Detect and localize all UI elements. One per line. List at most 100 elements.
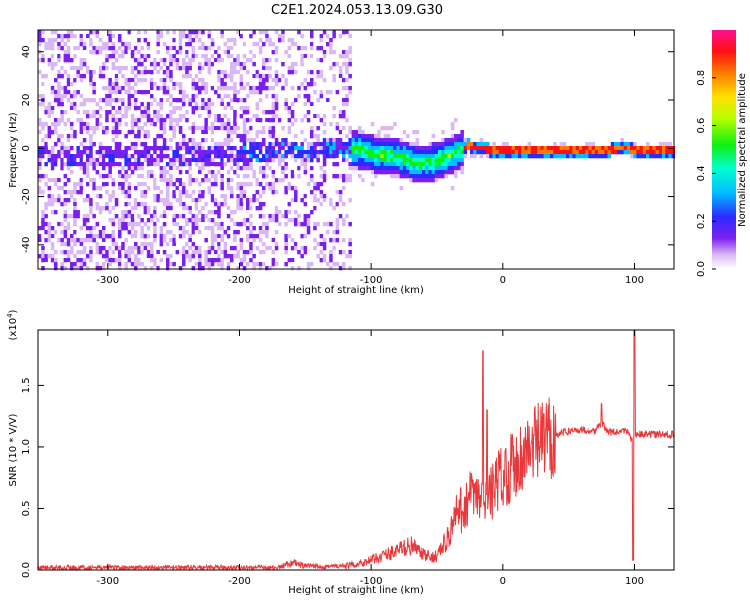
heatmap-cell: [198, 142, 202, 147]
heatmap-cell: [444, 138, 448, 143]
heatmap-cell: [409, 178, 413, 183]
heatmap-cell: [108, 158, 112, 163]
heatmap-cell: [102, 246, 106, 251]
heatmap-cell: [252, 194, 256, 199]
heatmap-cell: [287, 218, 292, 223]
heatmap-cell: [108, 30, 112, 35]
heatmap-cell: [60, 142, 64, 147]
heatmap-cell: [377, 142, 381, 147]
heatmap-cell: [236, 254, 240, 259]
heatmap-cell: [230, 222, 234, 227]
heatmap-cell: [364, 150, 368, 155]
heatmap-cell: [140, 150, 144, 155]
heatmap-cell: [108, 262, 112, 267]
heatmap-cell: [210, 246, 215, 251]
heatmap-cell: [316, 134, 320, 139]
heatmap-cell: [220, 238, 224, 243]
heatmap-cell: [153, 222, 157, 227]
heatmap-cell: [249, 230, 253, 235]
heatmap-cell: [118, 110, 122, 115]
heatmap-cell: [182, 158, 186, 163]
x-tick: 100: [625, 330, 644, 587]
heatmap-cell: [182, 206, 186, 211]
heatmap-cell: [137, 30, 141, 35]
heatmap-cell: [146, 170, 151, 175]
heatmap-cell: [79, 202, 84, 207]
heatmap-cell: [361, 178, 365, 183]
heatmap-cell: [214, 234, 218, 239]
heatmap-cell: [50, 158, 55, 163]
heatmap-cell: [159, 78, 164, 83]
heatmap-cell: [130, 226, 135, 231]
heatmap-cell: [348, 126, 352, 131]
heatmap-cell: [310, 54, 314, 59]
heatmap-cell: [191, 110, 196, 115]
heatmap-cell: [262, 222, 266, 227]
heatmap-cell: [271, 126, 276, 131]
heatmap-cell: [79, 62, 84, 67]
heatmap-cell: [226, 134, 231, 139]
heatmap-cell: [188, 58, 192, 63]
heatmap-cell: [623, 146, 628, 151]
heatmap-cell: [118, 242, 122, 247]
heatmap-cell: [60, 166, 64, 171]
heatmap-cell: [198, 70, 202, 75]
heatmap-cell: [156, 50, 160, 55]
colorbar-tick-label: 0.0: [696, 261, 707, 277]
heatmap-cell: [169, 166, 173, 171]
heatmap-cell: [210, 206, 215, 211]
heatmap-cell: [134, 262, 138, 267]
x-tick: -100: [360, 30, 382, 286]
heatmap-cell: [242, 162, 247, 167]
heatmap-cell: [172, 134, 176, 139]
heatmap-cell: [386, 126, 391, 131]
heatmap-cell: [268, 266, 272, 271]
heatmap-cell: [54, 262, 58, 267]
heatmap-cell: [252, 58, 256, 63]
heatmap-cell: [242, 42, 247, 47]
heatmap-cell: [658, 154, 663, 159]
heatmap-cell: [57, 50, 61, 55]
heatmap-cell: [226, 262, 231, 267]
heatmap-cell: [230, 166, 234, 171]
heatmap-cell: [82, 162, 87, 167]
heatmap-cell: [146, 110, 151, 115]
heatmap-cell: [326, 42, 330, 47]
heatmap-cell: [617, 150, 621, 155]
heatmap-cell: [444, 162, 448, 167]
heatmap-cell: [108, 162, 112, 167]
heatmap-cell: [476, 150, 480, 155]
heatmap-cell: [319, 258, 324, 263]
heatmap-cell: [188, 182, 192, 187]
heatmap-cell: [297, 154, 301, 159]
heatmap-cell: [111, 54, 116, 59]
heatmap-cell: [86, 266, 90, 271]
heatmap-cell: [297, 230, 301, 235]
heatmap-cell: [108, 86, 112, 91]
heatmap-cell: [124, 78, 128, 83]
heatmap-cell: [98, 130, 103, 135]
heatmap-cell: [111, 194, 116, 199]
heatmap-cell: [310, 150, 314, 155]
heatmap-cell: [198, 114, 202, 119]
heatmap-cell: [114, 158, 119, 163]
heatmap-cell: [185, 190, 189, 195]
heatmap-cell: [150, 94, 154, 99]
heatmap-cell: [214, 178, 218, 183]
heatmap-cell: [415, 178, 420, 183]
colorbar-gradient: [712, 30, 736, 269]
heatmap-cell: [66, 222, 71, 227]
heatmap-cell: [57, 178, 61, 183]
heatmap-cell: [130, 118, 135, 123]
heatmap-cell: [271, 50, 276, 55]
heatmap-cell: [214, 118, 218, 123]
heatmap-cell: [185, 214, 189, 219]
heatmap-cell: [460, 122, 464, 127]
heatmap-cell: [162, 178, 167, 183]
heatmap-cell: [76, 238, 80, 243]
heatmap-cell: [166, 210, 170, 215]
x-tick: -100: [360, 330, 383, 587]
x-tick-label: -100: [360, 576, 383, 587]
heatmap-cell: [178, 154, 183, 159]
heatmap-cell: [460, 138, 464, 143]
